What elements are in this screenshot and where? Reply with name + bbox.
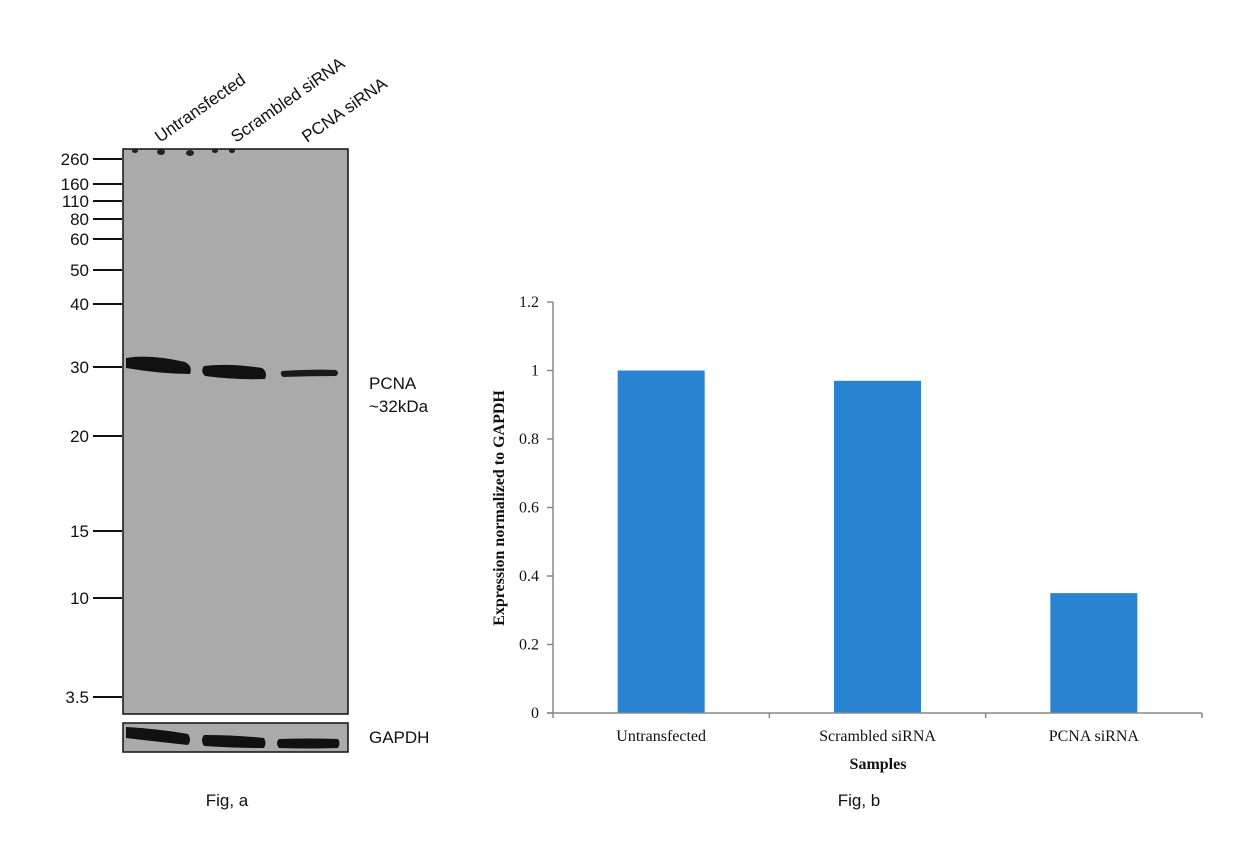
marker-label: 15 (70, 522, 89, 541)
blot-membrane (122, 148, 349, 715)
marker-label: 20 (70, 427, 89, 446)
marker-label: 3.5 (65, 688, 89, 707)
target-size-label: ~32kDa (369, 397, 429, 416)
band-pcna-sirna (280, 369, 338, 377)
target-label: PCNA (369, 374, 417, 393)
marker-label: 10 (70, 589, 89, 608)
bars (617, 370, 1138, 713)
marker-label: 110 (62, 192, 89, 211)
x-tick-label: PCNA siRNA (1049, 728, 1140, 745)
x-tick-label: Scrambled siRNA (819, 728, 936, 745)
caption-fig-b: Fig, b (838, 791, 881, 810)
gapdh-band-3 (277, 738, 340, 749)
y-tick-label: 0.8 (519, 431, 539, 448)
x-axis-label: Samples (850, 756, 907, 773)
bar-chart: 0 0.2 0.4 0.6 0.8 1 1.2 Untransfected Scrambled… (491, 294, 1203, 810)
y-axis: 0 0.2 0.4 0.6 0.8 1 1.2 (519, 294, 554, 722)
y-tick-label: 0.4 (519, 568, 539, 585)
y-tick-label: 0 (531, 705, 539, 722)
caption-fig-a: Fig, a (206, 791, 249, 810)
y-tick-label: 1 (531, 363, 539, 380)
marker-label: 40 (70, 295, 89, 314)
y-tick-label: 1.2 (519, 294, 539, 311)
marker-label: 80 (70, 210, 89, 229)
loading-control-label: GAPDH (369, 728, 429, 747)
band-scrambled (202, 364, 266, 380)
lane-label: Scrambled siRNA (227, 53, 348, 146)
gapdh-band-1 (126, 727, 190, 745)
band-untransfected (126, 356, 191, 374)
marker-label: 60 (70, 230, 89, 249)
x-tick-label: Untransfected (616, 728, 706, 745)
marker-label: 50 (70, 261, 89, 280)
bar-1 (834, 380, 921, 713)
y-axis-label: Expression normalized to GAPDH (491, 390, 508, 626)
marker-label: 160 (61, 175, 89, 194)
bar-2 (1050, 593, 1138, 713)
well-artifacts (132, 149, 235, 156)
x-axis: Untransfected Scrambled siRNA PCNA siRNA (547, 712, 1203, 745)
y-tick-label: 0.2 (519, 637, 539, 654)
marker-label: 30 (70, 358, 89, 377)
y-tick-label: 0.6 (519, 500, 539, 517)
gapdh-band-2 (202, 735, 266, 748)
bar-0 (617, 370, 705, 713)
marker-label: 260 (61, 150, 89, 169)
